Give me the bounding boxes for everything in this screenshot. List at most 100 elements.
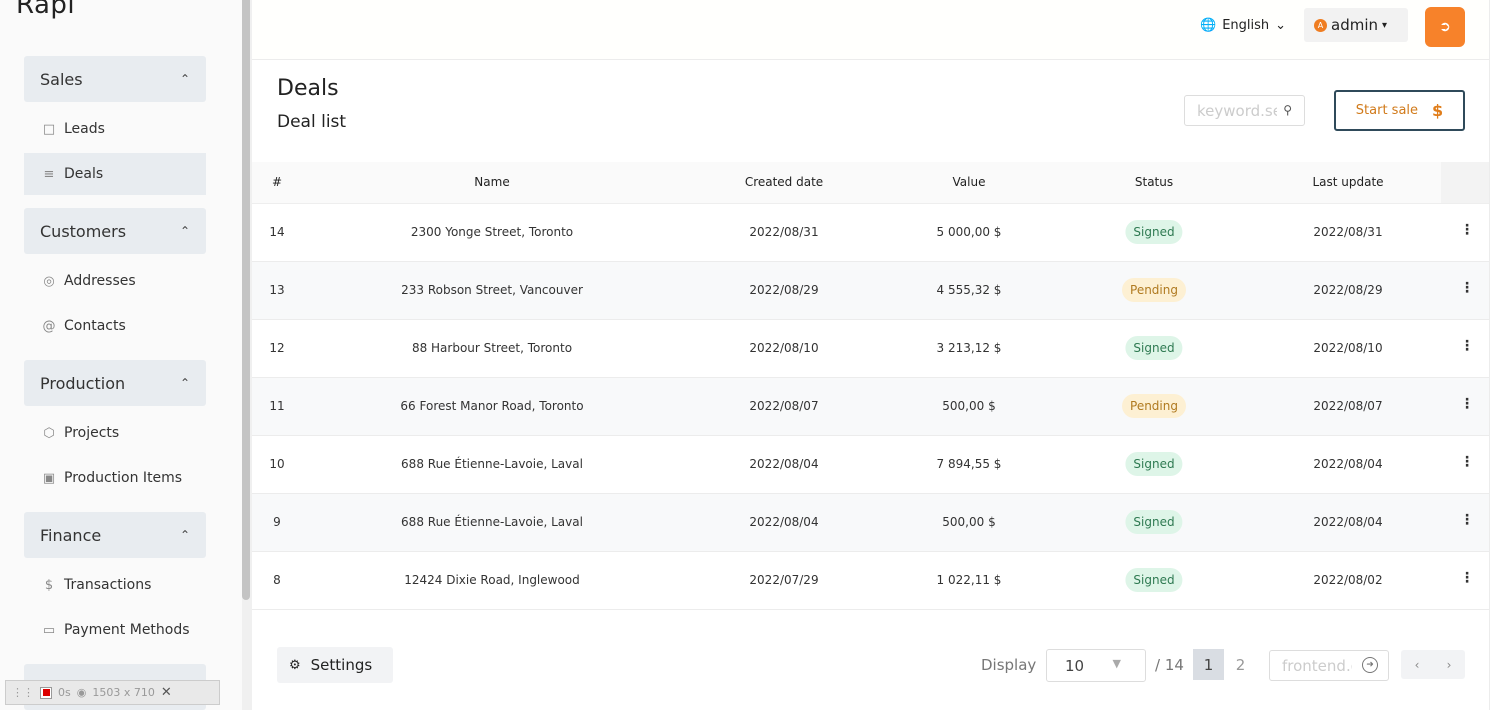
globe-icon: 🌐 [1200, 18, 1217, 33]
app-logo[interactable]: Rapi [16, 0, 76, 20]
gear-icon: ⚙ [289, 657, 301, 673]
chevron-down-icon: ⌄ [1275, 18, 1287, 33]
sidebar-item-label: Production Items [64, 470, 183, 486]
chevron-down-icon: ▼ [1112, 657, 1121, 670]
language-selector[interactable]: 🌐 English ⌄ [1200, 18, 1286, 33]
cell-created: 2022/08/10 [749, 341, 819, 355]
table-row[interactable]: 8 12424 Dixie Road, Inglewood 2022/07/29 1 … [252, 552, 1489, 610]
search-field[interactable]: ⚲ [1184, 95, 1305, 126]
sidebar-section-sales[interactable]: Sales ⌃ [24, 56, 206, 102]
sidebar-section-finance[interactable]: Finance ⌃ [24, 512, 206, 558]
cell-value: 1 022,11 $ [936, 573, 1002, 587]
close-icon[interactable]: ✕ [160, 685, 172, 700]
sidebar-item-leads[interactable]: □ Leads [24, 108, 206, 150]
status-badge: Signed [1125, 336, 1183, 360]
cell-name: 12424 Dixie Road, Inglewood [404, 573, 580, 587]
drag-handle-icon[interactable]: ⋮⋮ [12, 686, 34, 699]
arrow-right-circle-icon[interactable]: ➜ [1362, 657, 1378, 673]
start-sale-button[interactable]: Start sale $ [1334, 90, 1465, 131]
col-header-created[interactable]: Created date [744, 175, 824, 189]
prev-page-button[interactable]: ‹ [1414, 657, 1420, 672]
goto-input[interactable] [1282, 656, 1352, 675]
goto-field[interactable]: ➜ [1269, 650, 1389, 681]
sidebar-item-payment-methods[interactable]: ▭ Payment Methods [24, 609, 206, 651]
table-row[interactable]: 14 2300 Yonge Street, Toronto 2022/08/31 5 … [252, 204, 1489, 262]
cell-id: 14 [269, 225, 285, 239]
cell-created: 2022/08/04 [749, 515, 819, 529]
list-icon: ≡ [43, 166, 55, 182]
row-menu-icon[interactable]: ⋮ [1460, 512, 1474, 528]
sidebar-section-label: Customers [40, 221, 127, 241]
sidebar-section-label: Finance [40, 525, 102, 545]
status-badge: Signed [1125, 568, 1183, 592]
col-header-status[interactable]: Status [1134, 175, 1174, 189]
row-menu-icon[interactable]: ⋮ [1460, 396, 1474, 412]
book-icon: □ [42, 121, 56, 137]
settings-label: Settings [310, 656, 373, 674]
chevron-up-icon: ⌃ [179, 224, 190, 238]
row-menu-icon[interactable]: ⋮ [1460, 222, 1474, 238]
sidebar-item-transactions[interactable]: $ Transactions [24, 564, 206, 606]
page-size-value: 10 [1065, 656, 1085, 675]
total-count: / 14 [1155, 656, 1184, 674]
cell-updated: 2022/08/07 [1313, 399, 1383, 413]
col-header-value[interactable]: Value [952, 175, 986, 189]
chevron-up-icon: ⌃ [179, 528, 190, 542]
col-header-name[interactable]: Name [474, 175, 510, 189]
right-edge [1489, 0, 1503, 710]
row-menu-icon[interactable]: ⋮ [1460, 570, 1474, 586]
cell-id: 8 [273, 573, 281, 587]
sidebar-item-label: Contacts [64, 318, 126, 334]
chevron-down-icon: ▾ [1382, 19, 1388, 31]
search-icon: ⚲ [1283, 103, 1292, 117]
cell-created: 2022/08/07 [749, 399, 819, 413]
next-page-button[interactable]: › [1446, 657, 1452, 672]
col-header-actions [1441, 162, 1489, 203]
settings-button[interactable]: ⚙ Settings [277, 647, 393, 683]
sidebar-scrollbar-thumb[interactable] [242, 0, 250, 600]
table-row[interactable]: 11 66 Forest Manor Road, Toronto 2022/08/0… [252, 378, 1489, 436]
sidebar-item-projects[interactable]: ⬡ Projects [24, 412, 206, 454]
start-sale-label: Start sale [1355, 103, 1419, 118]
row-menu-icon[interactable]: ⋮ [1460, 454, 1474, 470]
sidebar-item-addresses[interactable]: ◎ Addresses [24, 260, 206, 302]
search-input[interactable] [1197, 101, 1277, 120]
record-stop-button[interactable] [40, 686, 52, 699]
sidebar-item-contacts[interactable]: @ Contacts [24, 305, 206, 347]
status-badge: Signed [1125, 220, 1183, 244]
chevron-up-icon: ⌃ [179, 72, 190, 86]
cell-updated: 2022/08/04 [1313, 515, 1383, 529]
display-label: Display [981, 656, 1037, 674]
table-row[interactable]: 10 688 Rue Étienne-Lavoie, Laval 2022/08/0… [252, 436, 1489, 494]
page-button-2[interactable]: 2 [1235, 655, 1246, 674]
cell-value: 500,00 $ [942, 515, 996, 529]
user-menu[interactable]: A admin ▾ [1304, 8, 1408, 42]
col-header-id[interactable]: # [271, 175, 283, 189]
truck-icon: ▣ [42, 470, 56, 486]
row-menu-icon[interactable]: ⋮ [1460, 338, 1474, 354]
sidebar-section-customers[interactable]: Customers ⌃ [24, 208, 206, 254]
cell-updated: 2022/08/31 [1313, 225, 1383, 239]
dollar-icon: $ [1432, 101, 1444, 120]
recorder-toolbar: ⋮⋮ 0s ◉ 1503 x 710 ✕ [5, 680, 220, 705]
cell-id: 12 [269, 341, 285, 355]
page-size-select[interactable]: 10 ▼ [1046, 649, 1146, 682]
table-row[interactable]: 12 88 Harbour Street, Toronto 2022/08/10 3 … [252, 320, 1489, 378]
col-header-updated[interactable]: Last update [1312, 175, 1384, 189]
cell-updated: 2022/08/04 [1313, 457, 1383, 471]
status-badge: Signed [1125, 510, 1183, 534]
page-button-1[interactable]: 1 [1193, 649, 1224, 680]
camera-icon[interactable]: ◉ [76, 686, 87, 699]
row-menu-icon[interactable]: ⋮ [1460, 280, 1474, 296]
sidebar-section-production[interactable]: Production ⌃ [24, 360, 206, 406]
cell-updated: 2022/08/02 [1313, 573, 1383, 587]
page-subtitle: Deal list [277, 112, 347, 132]
dollar-icon: $ [44, 577, 54, 593]
chevron-up-icon: ⌃ [179, 376, 190, 390]
cell-id: 10 [269, 457, 285, 471]
table-row[interactable]: 13 233 Robson Street, Vancouver 2022/08/29… [252, 262, 1489, 320]
sidebar-item-deals[interactable]: ≡ Deals [24, 153, 206, 195]
table-row[interactable]: 9 688 Rue Étienne-Lavoie, Laval 2022/08/04… [252, 494, 1489, 552]
sidebar-item-production-items[interactable]: ▣ Production Items [24, 457, 206, 499]
logout-button[interactable]: ➲ [1425, 7, 1465, 47]
